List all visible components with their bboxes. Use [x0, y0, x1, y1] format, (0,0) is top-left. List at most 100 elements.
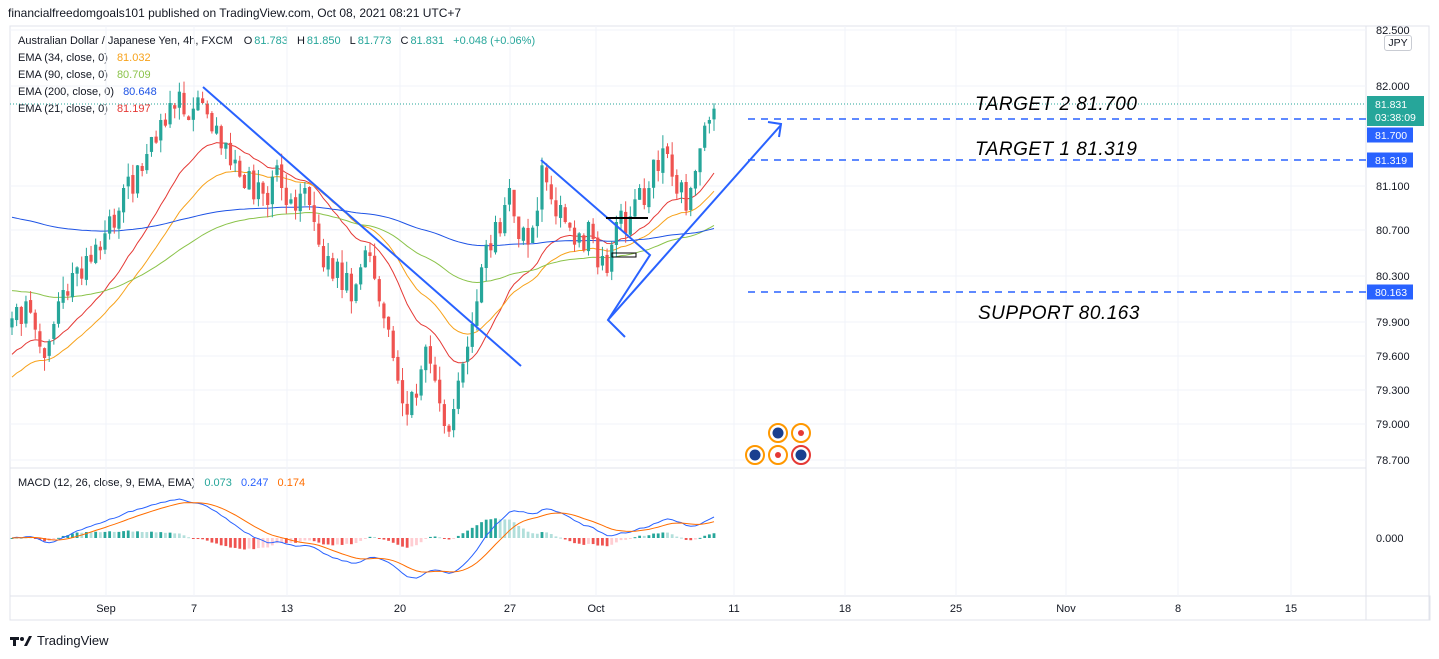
candle-body — [298, 193, 302, 212]
candle-body — [173, 105, 177, 109]
price-tick-label: 80.300 — [1376, 271, 1410, 283]
candle-body — [400, 380, 405, 404]
candle-body — [563, 207, 567, 222]
macd-hist-bar — [373, 536, 377, 538]
economic-events[interactable] — [745, 423, 811, 465]
macd-legend[interactable]: MACD (12, 26, close, 9, EMA, EMA) 0.073 … — [18, 477, 307, 489]
macd-hist-bar — [145, 532, 149, 538]
candle-body — [675, 175, 679, 194]
candle-body — [373, 255, 377, 279]
candle-body — [15, 307, 19, 321]
projection-arrow-line[interactable] — [607, 124, 782, 321]
candle-body — [98, 246, 102, 251]
candle-body — [219, 126, 223, 149]
ema90-legend[interactable]: EMA (90, close, 0) 80.709 — [18, 69, 153, 81]
macd-hist-bar — [368, 536, 372, 538]
macd-hist-bar — [238, 538, 242, 549]
macd-hist-bar — [512, 522, 516, 538]
candle-body — [665, 146, 670, 154]
price-tick-label: 79.600 — [1376, 351, 1410, 363]
macd-hist-bar — [410, 538, 414, 547]
candle-body — [33, 312, 37, 330]
macd-hist-bar — [452, 538, 456, 539]
candle-body — [233, 159, 237, 164]
candle-body — [121, 188, 126, 213]
price-tick-label: 81.100 — [1376, 181, 1410, 193]
macd-hist-bar — [275, 538, 279, 544]
candle-body — [103, 233, 107, 250]
macd-hist-bar — [517, 526, 521, 538]
tradingview-logo-icon — [10, 635, 32, 646]
candle-body — [252, 170, 256, 200]
symbol-legend[interactable]: Australian Dollar / Japanese Yen, 4h, FX… — [18, 35, 537, 47]
candle-body — [498, 222, 502, 234]
macd-hist-bar — [270, 538, 274, 546]
candle-body — [670, 154, 674, 177]
macd-hist-bar — [494, 518, 497, 538]
candle-body — [689, 188, 693, 211]
candle-body — [582, 235, 586, 251]
target2-tag — [1367, 127, 1413, 143]
price-tick-label: 82.500 — [1376, 25, 1410, 37]
candle-body — [154, 136, 158, 143]
macd-hist-bar — [84, 532, 88, 538]
macd-pane-frame — [9, 467, 1367, 597]
macd-hist-bar — [354, 538, 358, 544]
currency-button[interactable]: JPY — [1384, 35, 1412, 51]
macd-hist-bar — [480, 522, 483, 538]
macd-hist-bar — [531, 533, 535, 538]
candle-body — [28, 300, 33, 313]
ema21-legend[interactable]: EMA (21, close, 0) 81.197 — [18, 103, 153, 115]
candles — [10, 81, 716, 438]
candle-body — [656, 159, 660, 171]
candle-body — [84, 256, 88, 280]
macd-line — [11, 498, 715, 579]
candle-body — [321, 246, 326, 268]
trendline-down[interactable] — [202, 86, 522, 367]
macd-hist-bar — [243, 538, 246, 550]
candle-body — [447, 425, 451, 432]
candle-body — [549, 184, 553, 200]
macd-hist-bar — [391, 538, 395, 543]
candle-body — [489, 243, 493, 251]
ema200-legend[interactable]: EMA (200, close, 0) 80.648 — [18, 86, 159, 98]
price-pane-frame — [9, 25, 1367, 469]
ema34-legend[interactable]: EMA (34, close, 0) 81.032 — [18, 52, 153, 64]
time-tick-label: 7 — [191, 603, 197, 615]
candle-body — [698, 148, 702, 173]
macd-hist-bar — [656, 533, 660, 538]
footer-brand[interactable]: TradingView — [10, 633, 109, 648]
candle-body — [70, 273, 75, 298]
macd-hist-bar — [605, 538, 609, 547]
macd-hist-bar — [201, 538, 205, 540]
price-tick-label: 82.000 — [1376, 81, 1410, 93]
candle-body — [596, 237, 600, 268]
candle-body — [684, 182, 688, 211]
macd-hist-bar — [164, 532, 167, 538]
macd-hist-bar — [568, 538, 572, 542]
macd-hist-bar — [173, 533, 177, 538]
au-flag-fill-3 — [795, 449, 807, 461]
candle-body — [10, 318, 14, 328]
symbol-name: Australian Dollar / Japanese Yen, 4h, FX… — [18, 35, 233, 47]
macd-hist-bar — [322, 538, 325, 545]
macd-hist-bar — [94, 531, 98, 538]
macd-hist-bar — [503, 519, 507, 538]
macd-hist-bar — [336, 538, 339, 545]
drawings[interactable] — [202, 86, 1366, 367]
flag-pattern[interactable] — [540, 159, 652, 338]
macd-hist-bar — [675, 536, 679, 538]
macd-hist-bar — [628, 538, 632, 539]
au-flag-fill — [772, 427, 784, 439]
candle-body — [633, 199, 637, 217]
macd-hist-bar — [545, 532, 549, 538]
candle-body — [558, 205, 563, 218]
time-axis[interactable]: Sep 7 13 20 27 Oct 11 18 25 Nov 8 15 — [96, 603, 1297, 615]
price-axis[interactable]: 82.500 82.000 81.100 80.700 80.300 79.900 79.6… — [1376, 25, 1410, 545]
macd-hist-bar — [122, 531, 125, 538]
time-tick-label: 8 — [1175, 603, 1181, 615]
candle-body — [377, 279, 381, 302]
macd-hist-bar — [126, 530, 130, 538]
candle-body — [52, 324, 56, 339]
